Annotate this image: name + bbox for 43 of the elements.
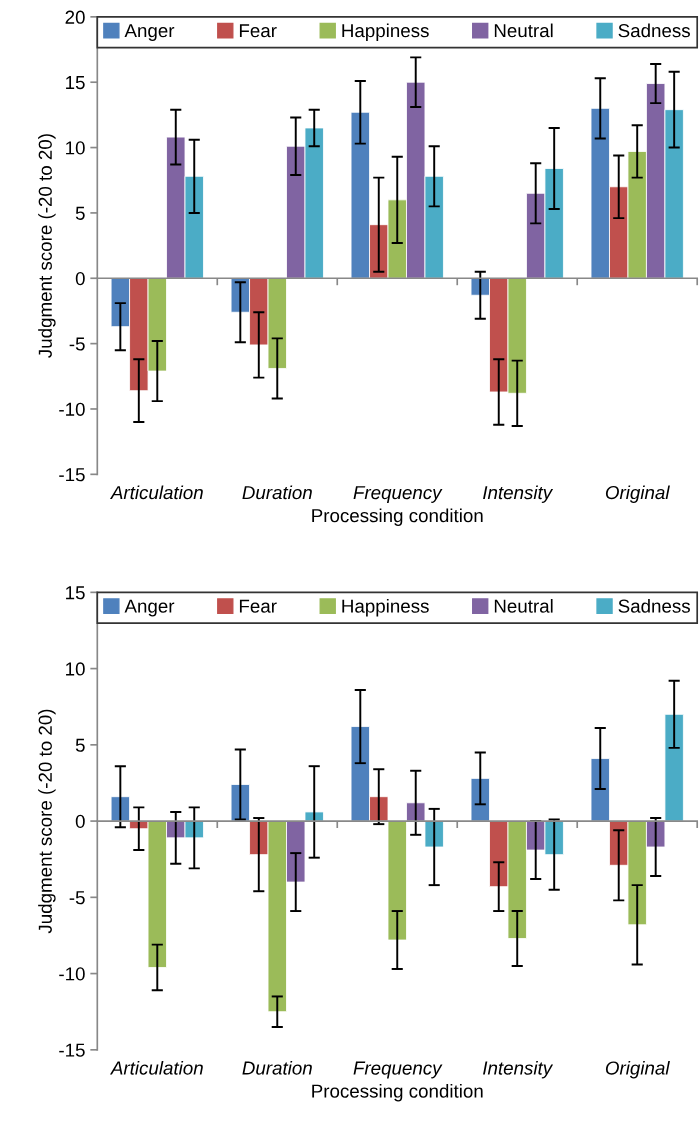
bar <box>590 758 610 822</box>
legend-label: Anger <box>124 24 175 41</box>
y-tick-label: -15 <box>59 1043 85 1057</box>
legend-label: Sadness <box>618 23 690 38</box>
y-tick-label: 15 <box>66 76 85 90</box>
y-tick-label: 0 <box>75 814 85 829</box>
y-tick-label: 10 <box>66 662 85 676</box>
y-tick-label: -5 <box>69 891 85 905</box>
x-tick-label: Original <box>605 1060 670 1079</box>
y-tick-label: 20 <box>65 10 85 24</box>
x-tick-label: Articulation <box>109 485 203 500</box>
y-tick-label: -15 <box>59 468 85 482</box>
x-tick-label: Frequency <box>353 486 443 503</box>
legend-label: Sadness <box>618 599 690 613</box>
y-axis-title: Judgment score (-20 to 20) <box>38 709 56 934</box>
legend-label: Happiness <box>342 599 429 617</box>
y-tick-label: 15 <box>66 586 85 600</box>
x-tick-label: Original <box>605 485 670 503</box>
legend-label: Neutral <box>494 599 553 613</box>
x-tick-label: Articulation <box>109 1060 203 1075</box>
y-tick-label: -5 <box>69 337 85 351</box>
y-tick-label: 10 <box>66 141 85 155</box>
y-tick-label: -10 <box>59 402 85 416</box>
x-axis-title: Processing condition <box>312 508 483 526</box>
x-tick-label: Duration <box>242 1060 312 1075</box>
x-tick-label: Frequency <box>353 1061 443 1079</box>
x-axis-title: Processing condition <box>312 1083 483 1102</box>
x-tick-label: Intensity <box>483 485 554 503</box>
y-tick-label: 0 <box>75 271 85 286</box>
bar <box>387 820 407 941</box>
y-tick-label: 5 <box>75 206 85 220</box>
legend-label: Fear <box>239 599 277 613</box>
x-tick-label: Intensity <box>483 1060 554 1079</box>
bar <box>470 777 490 822</box>
legend-label: Neutral <box>494 23 553 38</box>
legend-label: Happiness <box>342 23 429 41</box>
x-tick-label: Duration <box>242 485 312 500</box>
y-tick-label: 5 <box>75 738 85 752</box>
y-axis-title: Judgment score (-20 to 20) <box>38 134 56 358</box>
y-tick-label: -10 <box>59 967 85 981</box>
bar <box>664 713 684 822</box>
legend-label: Fear <box>239 24 277 38</box>
legend-label: Anger <box>124 599 175 617</box>
